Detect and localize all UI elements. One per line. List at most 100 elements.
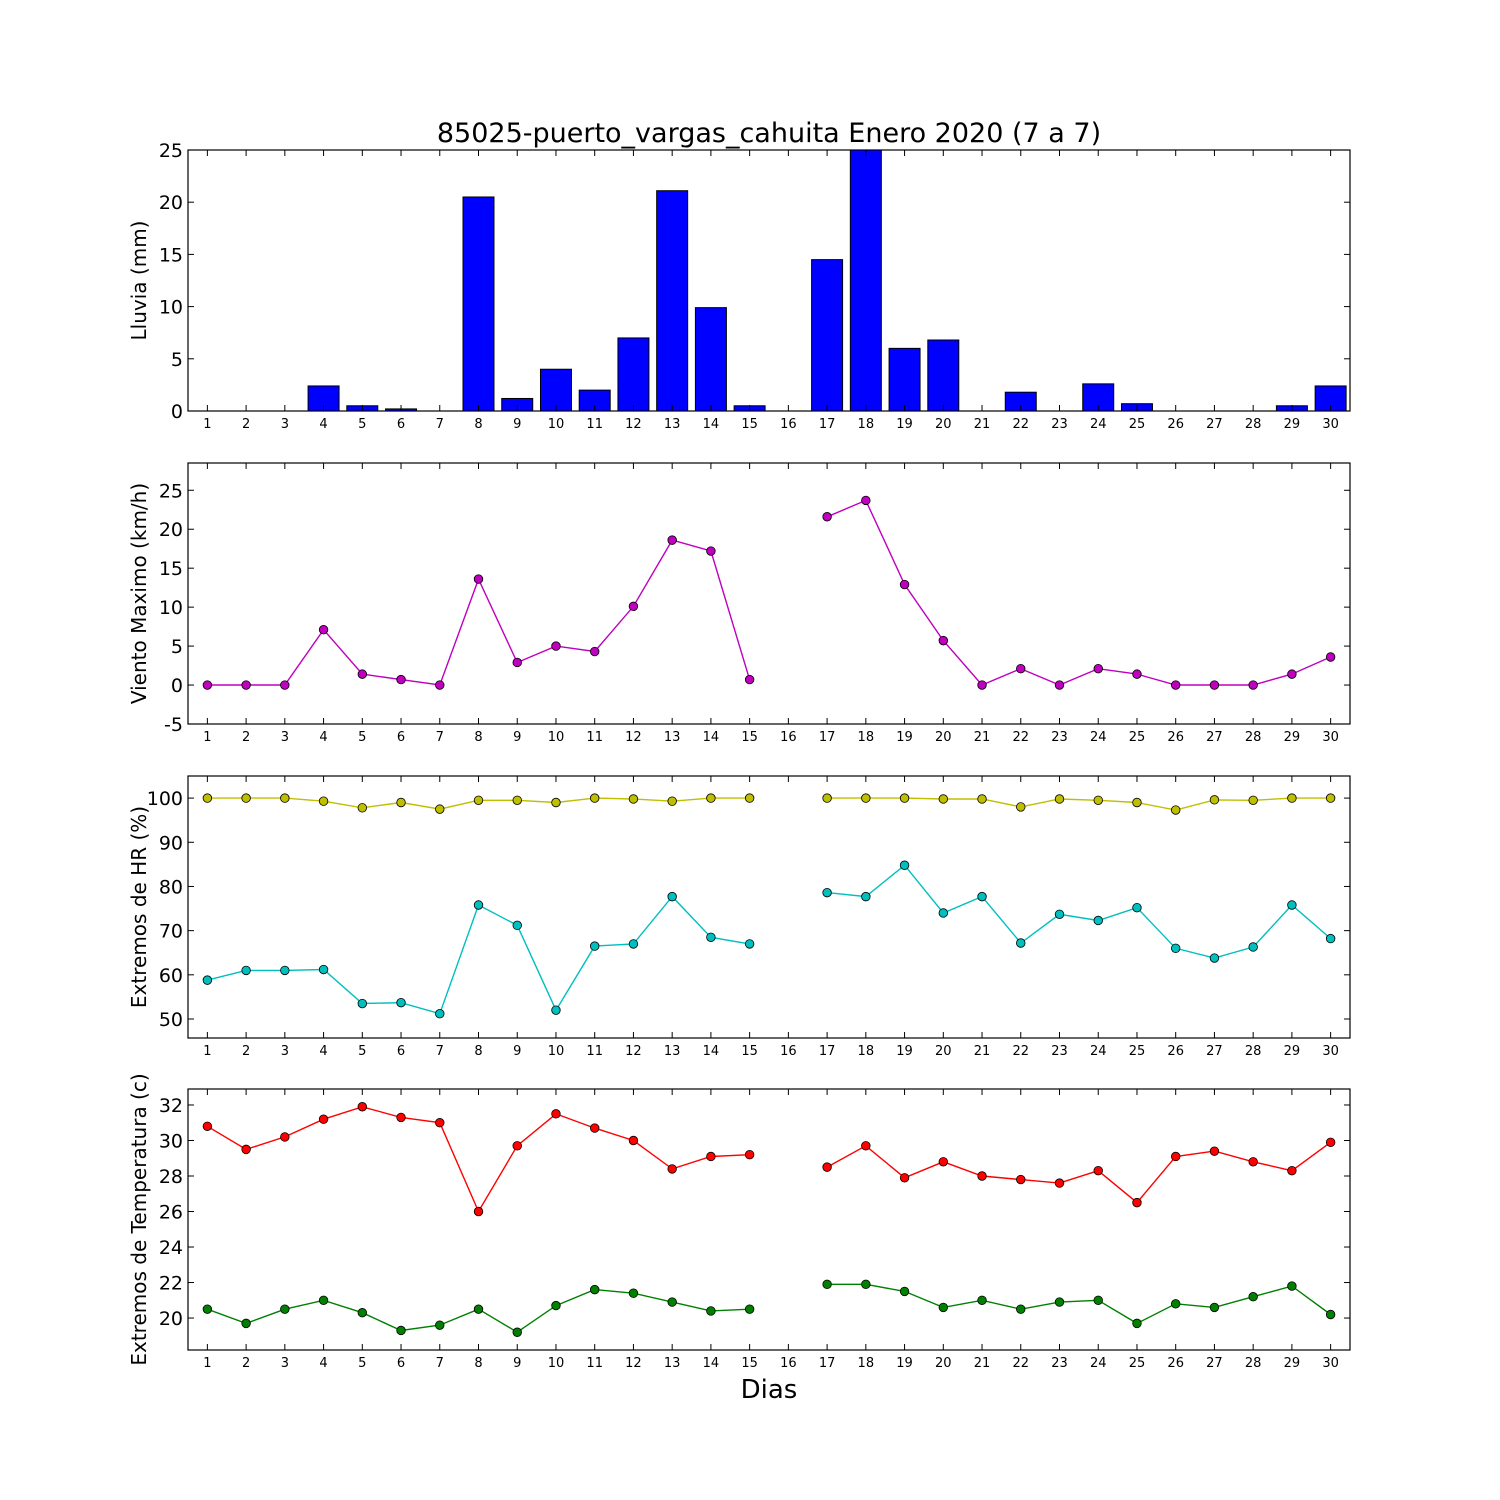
hr-max-point — [1248, 795, 1258, 806]
wind-point — [396, 674, 406, 685]
hr-max-point — [1325, 793, 1336, 803]
temp-max-point — [590, 1123, 600, 1133]
temp-x-tick-label: 29 — [1284, 1356, 1301, 1371]
rain-x-tick-label: 18 — [858, 417, 875, 432]
wind-x-tick-label: 24 — [1090, 730, 1107, 745]
temp-max-point — [1325, 1137, 1336, 1147]
hr-y-tick-label: 80 — [159, 876, 183, 898]
temp-x-tick-label: 3 — [281, 1356, 289, 1371]
hr-max-point — [202, 793, 213, 803]
wind-y-tick-label: 5 — [171, 636, 183, 658]
wind-x-tick-label: 11 — [586, 730, 603, 745]
wind-point — [938, 635, 949, 646]
hr-max-point — [1054, 794, 1065, 804]
hr-x-tick-label: 21 — [974, 1044, 991, 1059]
wind-x-tick-label: 30 — [1322, 730, 1339, 745]
hr-y-tick-label: 50 — [159, 1009, 183, 1031]
temp-x-tick-label: 11 — [586, 1356, 603, 1371]
temp-min-point — [551, 1300, 561, 1311]
wind-x-tick-label: 9 — [513, 730, 521, 745]
hr-x-tick-label: 6 — [397, 1044, 405, 1059]
wind-point — [551, 641, 561, 651]
wind-x-tick-label: 5 — [358, 730, 366, 745]
hr-x-tick-label: 17 — [819, 1044, 836, 1059]
wind-x-tick-label: 18 — [858, 730, 875, 745]
wind-point — [1248, 680, 1258, 690]
hr-max-point — [1132, 797, 1142, 808]
temp-min-point — [744, 1304, 755, 1314]
temp-min-point — [822, 1279, 832, 1290]
temp-max-point — [318, 1114, 329, 1124]
hr-max-point — [473, 795, 484, 806]
wind-point — [202, 680, 213, 690]
rain-y-axis-label: Lluvia (mm) — [127, 221, 151, 341]
temp-min-point — [1016, 1304, 1026, 1314]
rain-x-tick-label: 30 — [1322, 417, 1339, 432]
temp-max-point — [861, 1141, 871, 1151]
rain-plot-frame — [187, 149, 1351, 412]
wind-point — [1093, 663, 1103, 674]
temp-min-point — [861, 1279, 871, 1290]
temp-min-point — [938, 1302, 949, 1313]
temp-max-point — [667, 1164, 677, 1174]
hr-min-point — [1248, 942, 1258, 952]
hr-min-point — [435, 1008, 445, 1019]
hr-min-point — [667, 891, 677, 902]
temp-min-point — [628, 1288, 639, 1298]
temp-min-point — [241, 1318, 251, 1329]
rain-x-tick-label: 26 — [1167, 417, 1184, 432]
rain-y-tick-label: 10 — [159, 297, 183, 319]
wind-y-tick-label: 20 — [159, 519, 183, 541]
wind-point — [473, 574, 484, 584]
rain-x-tick-label: 11 — [586, 417, 603, 432]
temp-x-tick-label: 2 — [242, 1356, 250, 1371]
hr-x-tick-label: 18 — [858, 1044, 875, 1059]
rain-x-tick-label: 28 — [1245, 417, 1262, 432]
wind-point — [706, 546, 716, 556]
hr-min-point — [744, 939, 755, 949]
temp-min-point — [357, 1308, 368, 1318]
rain-y-tick-label: 0 — [171, 401, 183, 423]
wind-point — [590, 646, 600, 657]
hr-min-point — [280, 965, 290, 976]
wind-x-tick-label: 1 — [203, 730, 211, 745]
rain-x-tick-label: 19 — [896, 417, 913, 432]
temp-max-point — [938, 1157, 949, 1167]
temp-min-point — [396, 1325, 406, 1336]
wind-x-tick-label: 21 — [974, 730, 991, 745]
rain-bar — [927, 339, 960, 412]
hr-max-line — [827, 797, 1331, 811]
temp-x-tick-label: 12 — [625, 1356, 642, 1371]
hr-max-point — [396, 797, 406, 808]
hr-x-tick-label: 19 — [896, 1044, 913, 1059]
hr-x-tick-label: 26 — [1167, 1044, 1184, 1059]
wind-y-tick-label: 15 — [159, 558, 183, 580]
hr-max-point — [861, 793, 871, 803]
hr-x-tick-label: 12 — [625, 1044, 642, 1059]
temp-x-tick-label: 21 — [974, 1356, 991, 1371]
temp-min-point — [977, 1295, 987, 1305]
wind-point — [1209, 680, 1220, 690]
hr-x-tick-label: 27 — [1206, 1044, 1223, 1059]
hr-min-point — [1093, 915, 1103, 926]
rain-x-tick-label: 24 — [1090, 417, 1107, 432]
temp-min-point — [1325, 1309, 1336, 1320]
temp-y-tick-label: 20 — [159, 1308, 183, 1330]
rain-bar — [888, 347, 921, 412]
temp-max-point — [551, 1109, 561, 1119]
rain-x-tick-label: 23 — [1051, 417, 1068, 432]
wind-point — [628, 601, 639, 612]
temp-min-point — [435, 1320, 445, 1330]
temp-min-point — [1170, 1299, 1181, 1309]
hr-x-tick-label: 10 — [548, 1044, 565, 1059]
temp-max-point — [1287, 1165, 1297, 1176]
hr-min-point — [899, 860, 910, 870]
hr-x-tick-label: 14 — [703, 1044, 720, 1059]
temp-min-point — [280, 1304, 290, 1314]
rain-x-tick-label: 15 — [741, 417, 758, 432]
hr-max-point — [551, 797, 561, 808]
hr-min-point — [628, 939, 639, 949]
